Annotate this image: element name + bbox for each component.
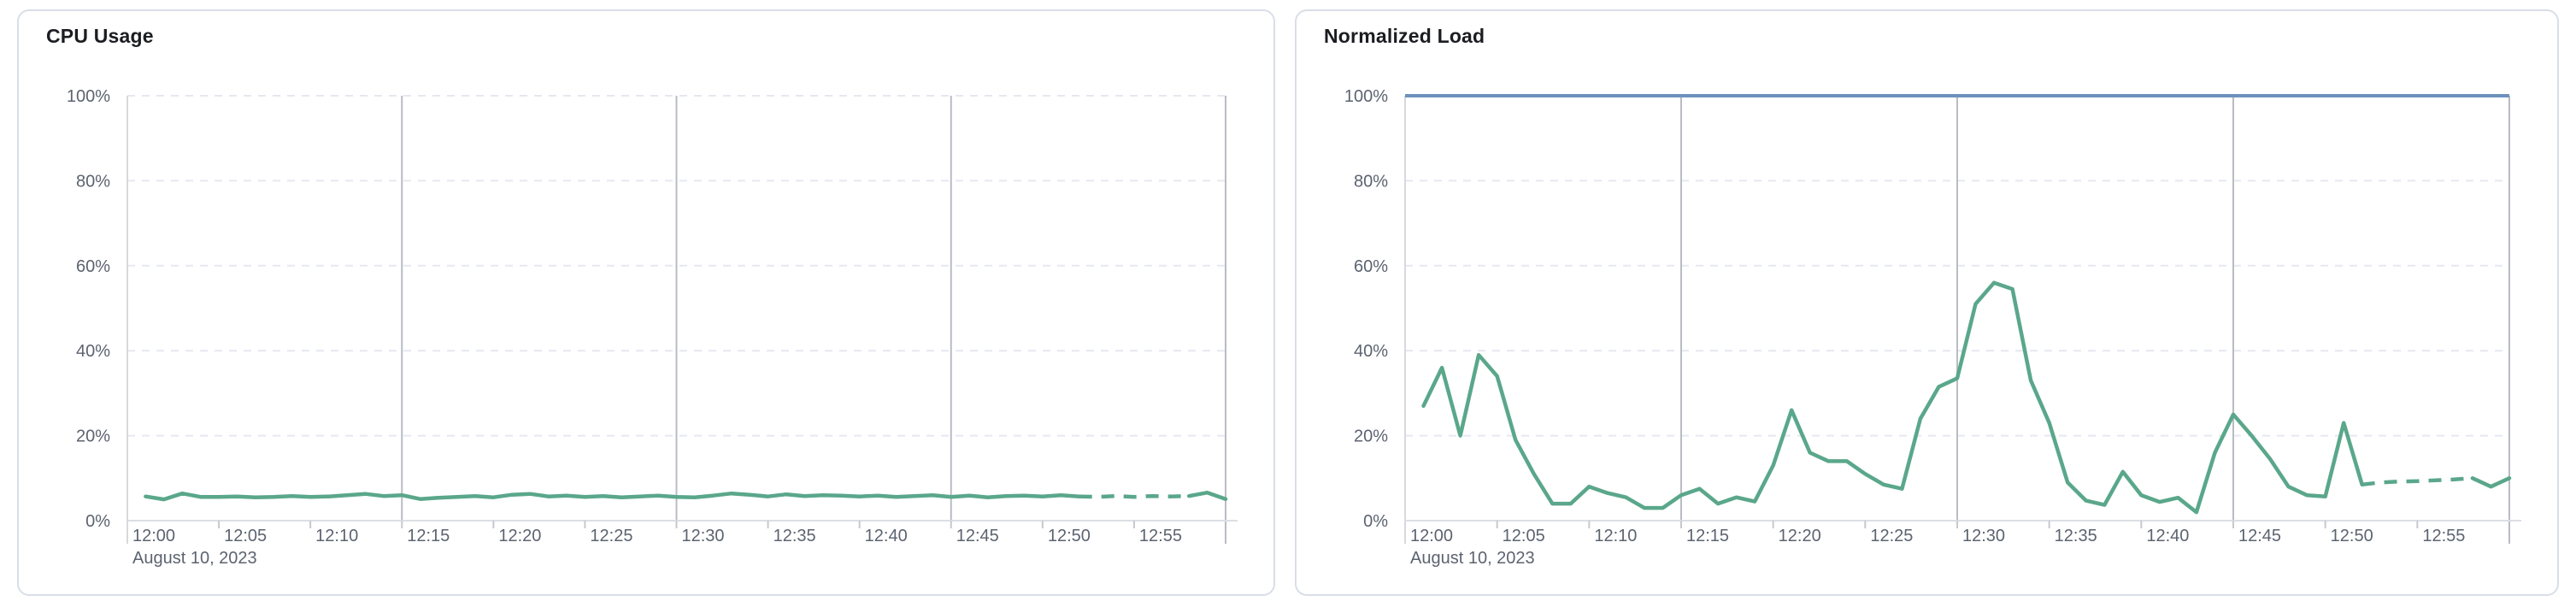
x-tick-label: 12:40 (865, 527, 908, 545)
x-axis-date-label: August 10, 2023 (1410, 549, 1535, 568)
x-tick-label: 12:00 (1410, 527, 1453, 545)
chart-panel-normalized-load: Normalized Load 0% 20% 40% 60% 80% 100% 12:00 1… (1295, 9, 2559, 596)
y-tick-label: 60% (76, 257, 110, 276)
x-tick-label: 12:40 (2146, 527, 2189, 545)
x-tick-label: 12:35 (2055, 527, 2097, 545)
y-tick-label: 0% (85, 512, 110, 531)
series-line-dashed (1079, 493, 1190, 499)
series-line (2470, 476, 2512, 489)
cpu-usage-line-chart[interactable]: 0% 20% 40% 60% 80% 100% 12:00 12:05 12:10 12:15 12… (19, 11, 1273, 598)
series-line (144, 491, 1081, 502)
y-tick-label: 0% (1363, 512, 1388, 531)
x-tick-label: 12:20 (1779, 527, 1821, 545)
x-tick-label: 12:55 (2422, 527, 2465, 545)
x-tick-label: 12:45 (956, 527, 999, 545)
x-tick-label: 12:50 (2331, 527, 2373, 545)
x-axis-date-label: August 10, 2023 (132, 549, 257, 568)
y-tick-label: 40% (76, 342, 110, 361)
y-tick-label: 20% (76, 427, 110, 446)
x-tick-label: 12:35 (773, 527, 816, 545)
y-tick-label: 80% (76, 172, 110, 191)
x-tick-label: 12:15 (1686, 527, 1729, 545)
x-tick-label: 12:05 (1503, 527, 1545, 545)
chart-title: CPU Usage (46, 25, 154, 47)
x-tick-label: 12:20 (498, 527, 541, 545)
y-tick-label: 20% (1354, 427, 1388, 446)
x-tick-label: 12:10 (1594, 527, 1637, 545)
x-tick-label: 12:05 (224, 527, 267, 545)
x-tick-label: 12:45 (2238, 527, 2281, 545)
x-tick-label: 12:00 (132, 527, 175, 545)
series-line-dashed (2361, 476, 2473, 487)
y-tick-label: 80% (1354, 172, 1388, 191)
y-tick-label: 100% (67, 87, 110, 106)
x-tick-label: 12:10 (315, 527, 358, 545)
series-line (1421, 280, 2364, 515)
x-tick-label: 12:55 (1139, 527, 1182, 545)
y-tick-label: 60% (1354, 257, 1388, 276)
x-tick-label: 12:25 (590, 527, 632, 545)
chart-panel-cpu-usage: CPU Usage 0% 20% 40% 60% 80% 100% 12:00 12:05 12… (17, 9, 1275, 596)
x-tick-label: 12:15 (407, 527, 450, 545)
x-tick-label: 12:30 (682, 527, 725, 545)
series-line (1186, 490, 1228, 501)
chart-title: Normalized Load (1324, 25, 1485, 47)
x-tick-label: 12:25 (1870, 527, 1913, 545)
y-tick-label: 100% (1344, 87, 1388, 106)
x-tick-label: 12:30 (1962, 527, 2005, 545)
normalized-load-line-chart[interactable]: 0% 20% 40% 60% 80% 100% 12:00 12:05 12:10 12:15 12… (1297, 11, 2557, 598)
x-tick-label: 12:50 (1048, 527, 1091, 545)
y-tick-label: 40% (1354, 342, 1388, 361)
